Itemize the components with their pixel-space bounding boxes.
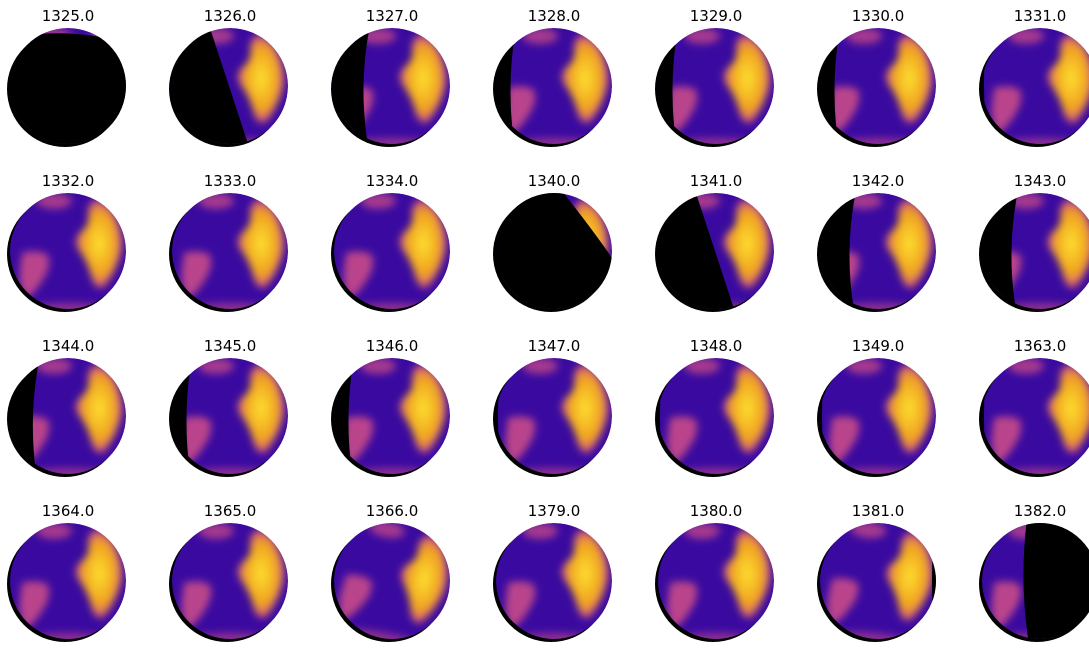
globe-panel: 1346.0: [331, 332, 494, 497]
globe-panel: 1366.0: [331, 497, 494, 662]
globe-image: [493, 523, 612, 642]
globe-panel: 1345.0: [169, 332, 332, 497]
panel-title: 1348.0: [689, 337, 743, 355]
globe-image: [7, 523, 126, 642]
globe-image: [655, 358, 774, 477]
panel-title: 1327.0: [365, 7, 419, 25]
globe-image: [655, 523, 774, 642]
panel-title: 1363.0: [1013, 337, 1067, 355]
globe-image: [979, 193, 1089, 312]
panel-title: 1349.0: [851, 337, 905, 355]
panel-title: 1365.0: [203, 502, 257, 520]
panel-title: 1346.0: [365, 337, 419, 355]
globe-panel: 1379.0: [493, 497, 656, 662]
panel-title: 1345.0: [203, 337, 257, 355]
panel-title: 1328.0: [527, 7, 581, 25]
panel-title: 1333.0: [203, 172, 257, 190]
globe-panel: 1327.0: [331, 2, 494, 167]
globe-image: [331, 28, 450, 147]
globe-image: [169, 193, 288, 312]
globe-image: [169, 523, 288, 642]
globe-panel: 1364.0: [7, 497, 170, 662]
panel-title: 1364.0: [41, 502, 95, 520]
globe-panel: 1347.0: [493, 332, 656, 497]
globe-image: [331, 358, 450, 477]
globe-panel: 1344.0: [7, 332, 170, 497]
globe-image: [7, 28, 126, 147]
panel-title: 1342.0: [851, 172, 905, 190]
globe-panel: 1341.0: [655, 167, 818, 332]
globe-panel: 1328.0: [493, 2, 656, 167]
panel-title: 1382.0: [1013, 502, 1067, 520]
globe-panel: 1380.0: [655, 497, 818, 662]
globe-image: [979, 28, 1089, 147]
globe-panel: 1382.0: [979, 497, 1089, 662]
panel-title: 1366.0: [365, 502, 419, 520]
globe-panel: 1325.0: [7, 2, 170, 167]
globe-image: [655, 193, 774, 312]
panel-title: 1329.0: [689, 7, 743, 25]
panel-title: 1340.0: [527, 172, 581, 190]
panel-title: 1343.0: [1013, 172, 1067, 190]
globe-panel: 1332.0: [7, 167, 170, 332]
globe-image: [817, 358, 936, 477]
globe-image: [493, 358, 612, 477]
panel-title: 1334.0: [365, 172, 419, 190]
globe-image: [169, 358, 288, 477]
globe-image: [817, 523, 936, 642]
globe-panel: 1331.0: [979, 2, 1089, 167]
panel-title: 1344.0: [41, 337, 95, 355]
globe-panel: 1365.0: [169, 497, 332, 662]
globe-image: [817, 193, 936, 312]
globe-phase-grid: 1325.0 1326.0 1327.0 1328.0 1329.0 1330.0 1331…: [7, 2, 1089, 642]
globe-panel: 1330.0: [817, 2, 980, 167]
globe-panel: 1348.0: [655, 332, 818, 497]
panel-title: 1330.0: [851, 7, 905, 25]
globe-panel: 1326.0: [169, 2, 332, 167]
globe-image: [493, 193, 612, 312]
globe-image: [493, 28, 612, 147]
panel-title: 1331.0: [1013, 7, 1067, 25]
globe-panel: 1342.0: [817, 167, 980, 332]
globe-panel: 1340.0: [493, 167, 656, 332]
panel-title: 1326.0: [203, 7, 257, 25]
panel-title: 1341.0: [689, 172, 743, 190]
globe-panel: 1343.0: [979, 167, 1089, 332]
globe-image: [817, 28, 936, 147]
globe-panel: 1329.0: [655, 2, 818, 167]
panel-title: 1325.0: [41, 7, 95, 25]
panel-title: 1332.0: [41, 172, 95, 190]
globe-image: [7, 193, 126, 312]
panel-title: 1379.0: [527, 502, 581, 520]
globe-image: [169, 28, 288, 147]
globe-image: [7, 358, 126, 477]
panel-title: 1381.0: [851, 502, 905, 520]
globe-image: [979, 358, 1089, 477]
globe-panel: 1363.0: [979, 332, 1089, 497]
globe-image: [331, 523, 450, 642]
panel-title: 1380.0: [689, 502, 743, 520]
globe-panel: 1381.0: [817, 497, 980, 662]
globe-image: [331, 193, 450, 312]
globe-image: [655, 28, 774, 147]
globe-panel: 1333.0: [169, 167, 332, 332]
globe-panel: 1334.0: [331, 167, 494, 332]
globe-image: [979, 523, 1089, 642]
panel-title: 1347.0: [527, 337, 581, 355]
globe-panel: 1349.0: [817, 332, 980, 497]
